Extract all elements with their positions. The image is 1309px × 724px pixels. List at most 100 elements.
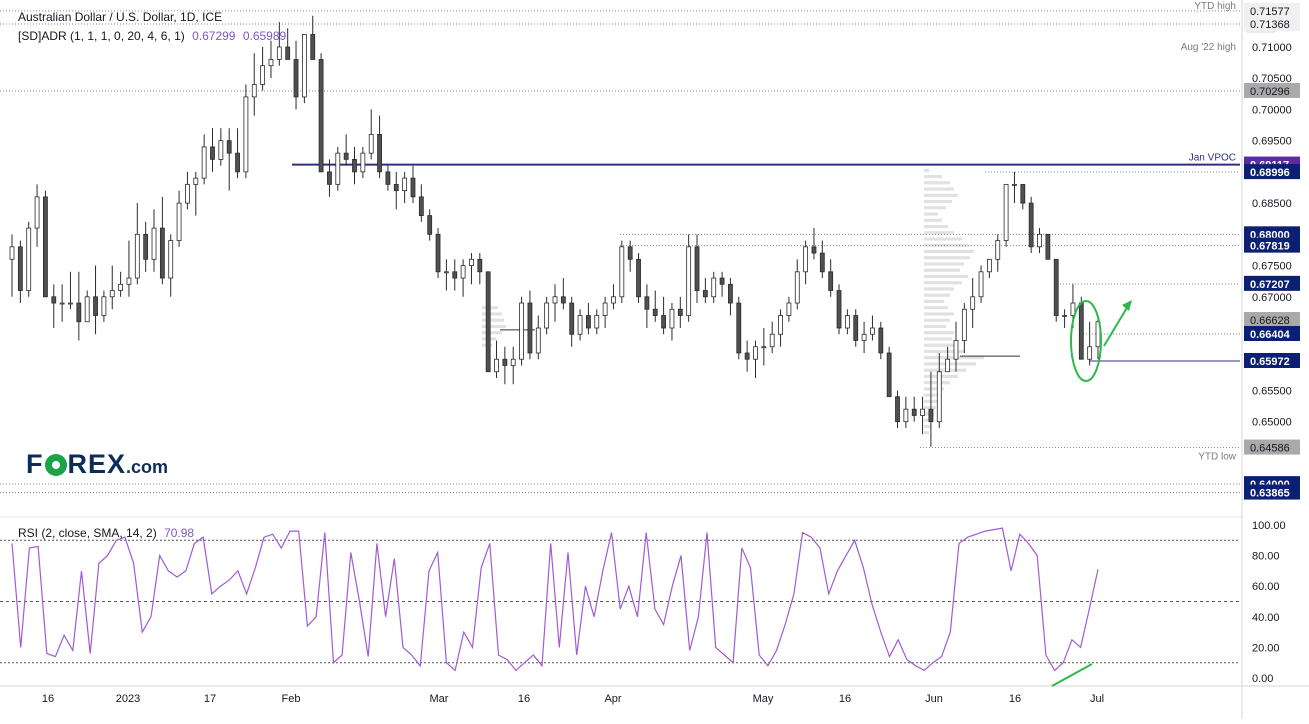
- profile-bar: [924, 349, 964, 353]
- candle-body: [469, 258, 474, 266]
- candle-body: [928, 408, 934, 423]
- profile-bar: [924, 424, 931, 428]
- time-tick-label: Jun: [925, 693, 943, 705]
- candle-body: [1037, 233, 1042, 248]
- profile-bar: [924, 387, 944, 391]
- price-tick-label: 0.67500: [1252, 261, 1292, 273]
- candle-body: [84, 296, 90, 323]
- candle-body: [101, 296, 107, 316]
- indicator-label: [SD]ADR (1, 1, 1, 0, 20, 4, 6, 1): [18, 29, 185, 43]
- annotations: YTD high Aug '22 high Jan VPOC YTD low: [1051, 1, 1237, 687]
- candle-body: [301, 34, 307, 98]
- candle-body: [953, 340, 959, 360]
- candle-body: [210, 146, 215, 160]
- profile-bar: [924, 256, 970, 260]
- candle-body: [903, 408, 909, 423]
- price-axis[interactable]: 0.71000 0.70500 0.70000 0.69500 0.68500 0.675…: [1244, 2, 1300, 500]
- candle-body: [218, 140, 224, 160]
- candle-body: [878, 327, 884, 354]
- price-tag: [1244, 164, 1300, 180]
- candle-body: [276, 46, 282, 60]
- profile-bar: [924, 312, 954, 316]
- candle-body: [352, 158, 357, 173]
- time-axis[interactable]: 16 2023 17 Feb Mar 16 Apr May 16 Jun 16 Jul: [42, 693, 1104, 705]
- candle-body: [1087, 346, 1093, 360]
- candle-body: [911, 408, 917, 416]
- profile-bar: [924, 237, 962, 241]
- time-tick-label: May: [753, 693, 774, 705]
- symbol-title: Australian Dollar / U.S. Dollar, 1D, ICE: [18, 10, 222, 24]
- candle-body: [268, 59, 274, 67]
- price-tick-label: 0.67000: [1252, 292, 1292, 304]
- candle-body: [936, 371, 942, 423]
- price-tag-label: 0.71368: [1250, 19, 1290, 31]
- profile-bar: [482, 318, 504, 322]
- price-tag: [1244, 484, 1300, 500]
- candle-body: [619, 246, 625, 298]
- time-tick-label: 16: [42, 693, 54, 705]
- candle-body: [569, 302, 575, 335]
- candle-body: [243, 96, 249, 173]
- candle-body: [761, 346, 767, 349]
- profile-bar: [924, 337, 952, 341]
- annotation-label: YTD high: [1194, 1, 1236, 12]
- candle-body: [360, 152, 366, 173]
- profile-bar: [924, 287, 954, 291]
- price-tag: [1244, 352, 1300, 368]
- profile-bar: [924, 318, 950, 322]
- candle-body: [1045, 233, 1051, 260]
- candle-body: [1078, 302, 1084, 360]
- candle-body: [853, 315, 859, 341]
- candle-body: [34, 196, 40, 229]
- candle-body: [343, 152, 349, 160]
- candle-body: [310, 34, 316, 60]
- candle-body: [844, 315, 850, 329]
- candle-body: [527, 302, 533, 354]
- candle-body: [427, 215, 433, 235]
- price-tag-label: 0.67819: [1250, 241, 1290, 253]
- candle-body: [410, 177, 416, 198]
- candle-body: [1020, 183, 1026, 204]
- candle-body: [794, 271, 800, 304]
- time-tick-label: 16: [839, 693, 851, 705]
- candle-body: [611, 296, 616, 304]
- time-tick-label: Mar: [430, 693, 449, 705]
- candle-body: [694, 246, 700, 291]
- candle-body: [477, 258, 483, 273]
- profile-bar: [924, 418, 933, 422]
- candle-body: [1053, 258, 1059, 316]
- candle-body: [961, 308, 967, 341]
- price-tick-label: 0.65000: [1252, 417, 1292, 429]
- profile-bar: [924, 206, 946, 210]
- profile-bar: [924, 187, 954, 191]
- rsi-divergence-line: [1051, 663, 1093, 687]
- profile-bar: [924, 212, 938, 216]
- time-tick-label: Jul: [1090, 693, 1104, 705]
- candle-body: [168, 240, 174, 279]
- candle-body: [51, 296, 57, 304]
- candle-body: [418, 196, 424, 216]
- candle-body: [435, 233, 441, 273]
- profile-bar: [924, 274, 968, 279]
- profile-bar: [924, 168, 929, 172]
- candle-body: [9, 246, 15, 260]
- rsi-panel: 100.00 80.00 60.00 40.00 20.00 0.00: [0, 520, 1286, 685]
- forex-logo: F REX.com: [26, 449, 168, 480]
- candle-body: [736, 302, 742, 354]
- profile-bar: [924, 343, 958, 347]
- profile-bar: [924, 262, 964, 266]
- candle-body: [594, 315, 600, 329]
- profile-bar: [924, 249, 974, 254]
- rsi-label: RSI (2, close, SMA, 14, 2): [18, 526, 157, 540]
- candle-body: [293, 59, 299, 98]
- level-lines: [0, 10, 1240, 494]
- candle-body: [945, 358, 951, 373]
- candle-body: [719, 277, 725, 285]
- candle-body: [803, 246, 809, 273]
- profile-bar: [482, 312, 502, 316]
- candle-body: [753, 346, 758, 360]
- candle-body: [327, 171, 332, 185]
- logo-text-right: REX: [67, 449, 127, 479]
